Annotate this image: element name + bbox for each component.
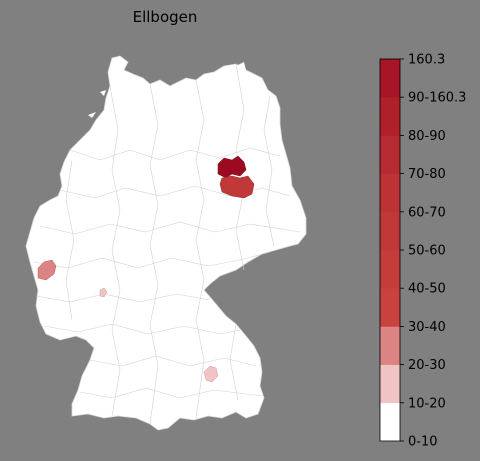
germany-outline: [25, 55, 307, 431]
colorbar-segment: [380, 135, 400, 174]
island: [236, 62, 246, 72]
colorbar-segment: [380, 402, 400, 442]
island: [88, 112, 96, 118]
colorbar-tick-label: 70-80: [408, 167, 446, 182]
colorbar-tick-label: 30-40: [408, 320, 446, 335]
region-west[interactable]: [37, 259, 57, 281]
colorbar-tick-label: 90-160.3: [408, 91, 466, 106]
colorbar-tick-label: 40-50: [408, 282, 446, 297]
colorbar-tick-label: 160.3: [408, 53, 445, 68]
region-berlin-north[interactable]: [217, 155, 247, 179]
colorbar-tick-label: 50-60: [408, 244, 446, 259]
colorbar-segment: [380, 97, 400, 136]
region-berlin-south[interactable]: [219, 175, 255, 199]
colorbar-segment: [380, 59, 400, 98]
colorbar-tick-label: 80-90: [408, 129, 446, 144]
map-title: Ellbogen: [133, 8, 198, 26]
colorbar-tick-label: 60-70: [408, 205, 446, 220]
colorbar-segment: [380, 288, 400, 327]
colorbar-tick-label: 10-20: [408, 396, 446, 411]
colorbar-segment: [380, 364, 400, 404]
colorbar: 0-10 10-20 20-30 30-40 40-50 50-60 60-70 70-80 8…: [379, 53, 466, 450]
region-southwest-small[interactable]: [99, 287, 108, 298]
island: [100, 90, 106, 96]
colorbar-segment: [380, 211, 400, 251]
germany-map: [25, 55, 307, 431]
colorbar-tick-label: 20-30: [408, 358, 446, 373]
colorbar-segment: [380, 326, 400, 365]
district-borders: [33, 63, 301, 425]
colorbar-tick-label: 0-10: [408, 435, 438, 450]
colorbar-segment: [380, 173, 400, 213]
colorbar-segment: [380, 250, 400, 289]
region-southeast[interactable]: [203, 365, 219, 383]
